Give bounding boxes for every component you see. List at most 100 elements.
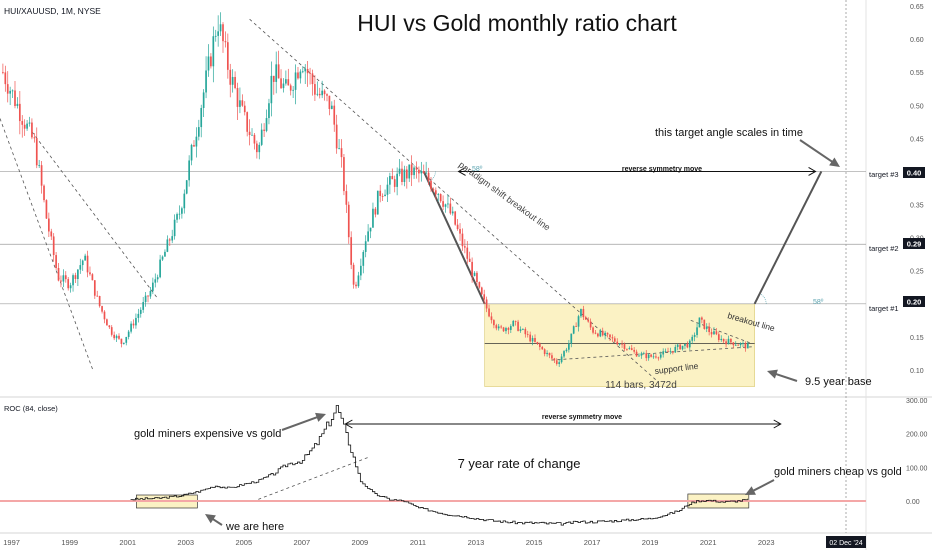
candle-body: [722, 338, 725, 342]
candle-body: [168, 239, 171, 241]
candle-body: [730, 338, 732, 343]
candle-body: [277, 64, 280, 79]
candle-body: [568, 343, 570, 350]
candle-body: [640, 353, 643, 356]
candle-body: [219, 24, 222, 32]
candle-body: [471, 261, 473, 276]
pointer-base: [774, 372, 798, 382]
candle-body: [613, 338, 616, 342]
trend-lines: [0, 18, 866, 526]
candle-body: [122, 342, 125, 344]
x-tick: 2023: [758, 538, 775, 547]
candle-body: [531, 338, 534, 342]
candle-body: [226, 42, 229, 70]
target-3-label: target #3: [869, 170, 899, 179]
candle-body: [430, 180, 432, 190]
candle-body: [386, 184, 389, 195]
candle-body: [188, 160, 190, 181]
candle-body: [285, 79, 287, 84]
pointer-target-angle-head: [829, 157, 840, 167]
axes: 0.650.600.550.500.450.400.350.300.250.20…: [3, 4, 927, 547]
candle-body: [555, 360, 558, 365]
candle-body: [693, 335, 696, 337]
candle-body: [686, 343, 689, 348]
candle-body: [427, 172, 430, 181]
candle-body: [662, 351, 665, 355]
candle-body: [372, 208, 374, 228]
candles: [2, 12, 749, 367]
candle-body: [563, 351, 565, 357]
candle-body: [350, 237, 353, 265]
main-y-tick: 0.60: [910, 37, 924, 44]
candle-body: [587, 319, 590, 322]
candle-body: [734, 344, 737, 346]
candle-body: [16, 103, 19, 106]
candle-body: [746, 343, 749, 349]
candle-body: [705, 326, 708, 329]
candle-body: [609, 334, 611, 338]
candle-body: [135, 317, 137, 326]
candle-body: [657, 357, 660, 359]
candle-body: [652, 356, 655, 358]
candle-body: [541, 347, 544, 350]
candle-body: [256, 143, 258, 153]
candle-body: [437, 194, 440, 195]
candle-body: [96, 295, 99, 297]
candle-body: [553, 358, 556, 361]
candle-body: [597, 333, 599, 337]
price-badge-020: [903, 296, 925, 307]
candle-body: [130, 323, 132, 332]
candle-body: [497, 326, 500, 329]
candle-body: [292, 89, 294, 91]
candle-body: [451, 211, 454, 214]
candle-body: [725, 341, 727, 345]
candle-body: [69, 285, 72, 289]
candle-body: [691, 336, 694, 341]
candle-body: [241, 100, 244, 106]
candle-body: [178, 213, 181, 215]
candle-body: [628, 348, 631, 350]
candle-body: [633, 349, 636, 352]
candle-body: [101, 306, 103, 312]
candle-body: [55, 255, 57, 269]
candle-body: [519, 329, 522, 331]
candle-body: [243, 105, 246, 113]
candle-body: [606, 332, 609, 335]
candle-body: [159, 259, 161, 278]
candle-body: [679, 344, 681, 350]
candle-body: [149, 290, 152, 297]
time-cursor-badge: [826, 536, 866, 548]
candle-body: [64, 275, 67, 280]
candle-body: [701, 317, 703, 320]
x-tick: 2009: [352, 538, 369, 547]
candle-body: [739, 343, 742, 346]
candle-body: [512, 320, 515, 327]
candle-body: [214, 35, 217, 37]
roc-title: ROC (84, close): [4, 404, 58, 413]
candle-body: [466, 247, 469, 259]
candle-body: [659, 354, 662, 358]
candle-body: [275, 64, 278, 82]
price-badge-029: [903, 238, 925, 249]
candle-body: [413, 167, 415, 176]
candle-body: [717, 334, 720, 341]
candle-body: [393, 179, 396, 187]
candle-body: [190, 144, 193, 161]
candle-body: [152, 282, 154, 291]
candle-body: [86, 255, 89, 273]
reverse-symmetry-arrow-head-right: [808, 167, 817, 176]
candle-body: [696, 327, 698, 336]
candle-body: [260, 129, 263, 145]
candle-body: [304, 68, 307, 72]
candle-body: [526, 334, 529, 335]
annotation-reverse-symmetry: reverse symmetry move: [622, 166, 702, 173]
candle-body: [369, 227, 372, 232]
candle-body: [297, 72, 299, 79]
candle-body: [147, 295, 149, 297]
candle-body: [645, 353, 648, 359]
candle-body: [311, 73, 314, 85]
roc-y-tick: 0.00: [906, 499, 920, 506]
candle-body: [630, 348, 633, 350]
candle-body: [592, 327, 594, 333]
candle-body: [715, 331, 718, 335]
